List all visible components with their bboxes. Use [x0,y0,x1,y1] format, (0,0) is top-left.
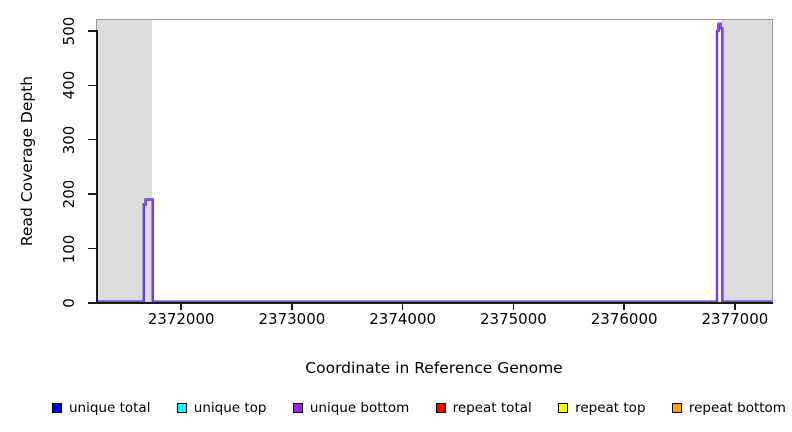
y-tick-mark [88,84,96,86]
legend-swatch-icon [52,403,62,413]
legend-item: repeat bottom [671,400,786,416]
x-tick-label: 2376000 [590,310,658,328]
legend-label: repeat top [575,400,646,416]
y-tick-mark [88,139,96,141]
legend-label: repeat bottom [688,400,786,416]
legend-item: unique top [176,400,267,416]
y-tick-label: 0 [60,298,78,308]
x-tick-mark [401,304,404,310]
x-tick-label: 2375000 [480,310,547,328]
y-tick-label: 500 [60,16,78,46]
x-tick-label: 2374000 [369,310,437,328]
shaded-region [721,20,772,303]
legend-label: unique bottom [309,400,410,416]
legend-swatch-icon [558,403,569,413]
legend-label: unique total [69,400,151,416]
legend-swatch-icon [292,403,303,413]
x-axis-title: Coordinate in Reference Genome [305,359,563,377]
legend-swatch-icon [671,403,682,413]
y-tick-mark [88,30,96,32]
coverage-line [97,23,772,303]
legend-item: unique total [52,400,150,416]
x-tick-mark [734,304,736,310]
x-tick-mark [291,304,293,310]
x-tick-label: 2372000 [147,310,215,328]
y-axis-line [96,30,98,304]
x-tick-label: 2377000 [701,310,769,328]
legend-item: repeat top [558,400,646,416]
x-tick-mark [180,304,182,310]
y-tick-mark [88,302,96,304]
y-tick-mark [88,193,96,195]
coverage-line [97,22,772,303]
legend-swatch-icon [435,403,446,413]
y-tick-label: 300 [60,125,78,155]
y-tick-label: 400 [60,70,78,100]
y-tick-mark [88,247,96,250]
y-tick-label: 100 [60,234,78,263]
y-tick-label: 200 [60,179,78,209]
plot-frame [96,19,773,304]
legend-item: repeat total [435,400,532,416]
legend-label: repeat total [452,400,532,416]
legend-label: unique top [193,400,267,416]
y-axis-title: Read Coverage Depth [18,75,36,247]
plot-canvas [97,20,772,303]
legend: unique total unique top unique bottom repea… [52,398,786,418]
legend-item: unique bottom [292,400,410,416]
legend-swatch-icon [176,403,187,413]
x-tick-mark [623,304,625,310]
x-tick-mark [512,304,515,310]
x-axis-line [96,302,773,304]
x-tick-label: 2373000 [258,310,326,328]
